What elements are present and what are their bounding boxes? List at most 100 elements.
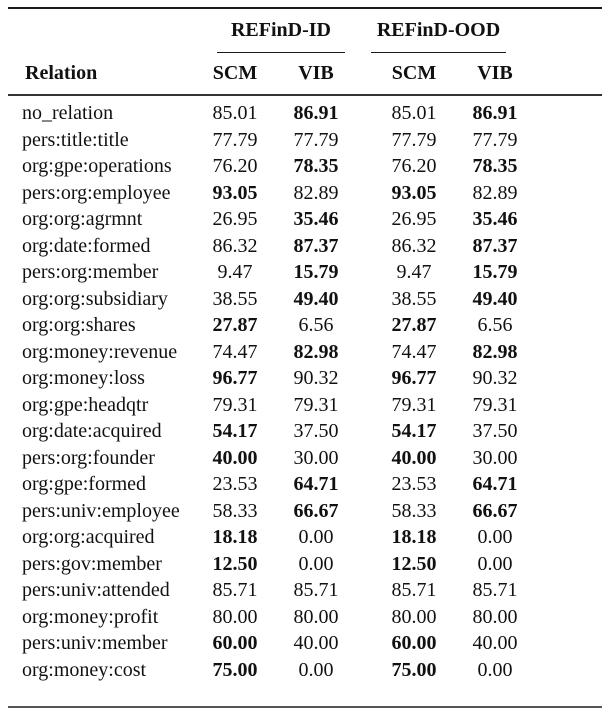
- value-cell-ood-vib: 77.79: [472, 128, 518, 151]
- relation-cell: org:gpe:formed: [22, 473, 147, 495]
- value-cell-ood-scm: 54.17: [391, 420, 437, 442]
- value-cell-ood-vib: 0.00: [477, 526, 513, 548]
- value-cell-ood-vib: 6.56: [477, 314, 513, 336]
- value-cell-ood-vib: 80.00: [472, 605, 518, 628]
- value-cell-ood-scm: 9.47: [396, 261, 432, 283]
- value-cell-ood-scm: 77.79: [391, 128, 437, 151]
- relation-cell: pers:univ:employee: [22, 499, 180, 522]
- value-cell-ood-scm: 76.20: [391, 155, 437, 177]
- value-cell-ood-scm: 40.00: [391, 446, 437, 469]
- value-cell-id-vib: 79.31: [293, 393, 339, 416]
- value-cell-ood-scm: 26.95: [391, 208, 437, 230]
- relation-cell: org:org:agrmnt: [22, 208, 143, 230]
- table-row: org:money:cost 75.00 0.00 75.00 0.00: [0, 657, 608, 684]
- value-cell-id-scm: 93.05: [212, 181, 258, 204]
- header-rule: [8, 94, 602, 96]
- relation-cell: org:money:profit: [22, 605, 159, 628]
- relation-cell: pers:org:employee: [22, 181, 171, 204]
- group-header-refind-ood: REFinD-OOD: [376, 19, 501, 41]
- relation-cell: org:date:formed: [22, 234, 151, 257]
- table-row: org:money:revenue 74.47 82.98 74.47 82.98: [0, 339, 608, 366]
- value-cell-ood-vib: 49.40: [472, 287, 518, 310]
- value-cell-ood-vib: 40.00: [472, 632, 518, 654]
- table-row: org:gpe:operations 76.20 78.35 76.20 78.35: [0, 153, 608, 180]
- table-row: pers:org:member 9.47 15.79 9.47 15.79: [0, 259, 608, 286]
- relation-cell: org:money:revenue: [22, 340, 178, 363]
- value-cell-ood-scm: 23.53: [391, 473, 437, 495]
- value-cell-ood-vib: 64.71: [472, 473, 518, 495]
- value-cell-ood-scm: 85.71: [391, 579, 437, 601]
- value-cell-id-vib: 78.35: [293, 155, 339, 177]
- value-cell-ood-scm: 18.18: [391, 526, 437, 548]
- value-cell-ood-scm: 96.77: [391, 367, 437, 389]
- value-cell-id-vib: 6.56: [298, 314, 334, 336]
- table-row: org:org:agrmnt 26.95 35.46 26.95 35.46: [0, 206, 608, 233]
- bottom-rule: [8, 706, 602, 708]
- table-row: pers:org:employee 93.05 82.89 93.05 82.89: [0, 180, 608, 207]
- table-row: org:gpe:headqtr 79.31 79.31 79.31 79.31: [0, 392, 608, 419]
- value-cell-id-vib: 0.00: [298, 658, 334, 681]
- table-row: pers:univ:attended 85.71 85.71 85.71 85.71: [0, 577, 608, 604]
- value-cell-id-vib: 15.79: [293, 261, 339, 283]
- relation-cell: pers:univ:attended: [22, 579, 170, 601]
- top-rule: [8, 7, 602, 9]
- value-cell-ood-scm: 27.87: [391, 314, 437, 336]
- value-cell-id-vib: 90.32: [293, 367, 339, 389]
- value-cell-id-scm: 76.20: [212, 155, 258, 177]
- value-cell-id-scm: 60.00: [212, 632, 258, 654]
- value-cell-id-scm: 77.79: [212, 128, 258, 151]
- value-cell-id-vib: 87.37: [293, 234, 339, 257]
- value-cell-ood-vib: 30.00: [472, 446, 518, 469]
- column-header-relation: Relation: [25, 62, 98, 84]
- value-cell-id-vib: 49.40: [293, 287, 339, 310]
- value-cell-ood-vib: 82.89: [472, 181, 518, 204]
- value-cell-id-scm: 85.71: [212, 579, 258, 601]
- relation-cell: no_relation: [22, 102, 114, 124]
- relation-cell: pers:univ:member: [22, 632, 168, 654]
- table-row: pers:gov:member 12.50 0.00 12.50 0.00: [0, 551, 608, 578]
- value-cell-id-scm: 96.77: [212, 367, 258, 389]
- relation-cell: org:money:cost: [22, 658, 147, 681]
- value-cell-id-scm: 38.55: [212, 287, 258, 310]
- value-cell-id-vib: 66.67: [293, 499, 339, 522]
- table-row: pers:title:title 77.79 77.79 77.79 77.79: [0, 127, 608, 154]
- value-cell-ood-scm: 93.05: [391, 181, 437, 204]
- value-cell-id-vib: 82.98: [293, 340, 339, 363]
- value-cell-ood-vib: 0.00: [477, 552, 513, 575]
- value-cell-id-vib: 85.71: [293, 579, 339, 601]
- value-cell-ood-scm: 38.55: [391, 287, 437, 310]
- value-cell-id-vib: 0.00: [298, 552, 334, 575]
- value-cell-ood-vib: 15.79: [472, 261, 518, 283]
- table-row: org:gpe:formed 23.53 64.71 23.53 64.71: [0, 471, 608, 498]
- value-cell-ood-vib: 37.50: [472, 420, 518, 442]
- table-row: org:org:subsidiary 38.55 49.40 38.55 49.40: [0, 286, 608, 313]
- value-cell-ood-vib: 86.91: [472, 102, 518, 124]
- value-cell-id-scm: 40.00: [212, 446, 258, 469]
- column-header-id-scm: SCM: [212, 62, 258, 84]
- value-cell-id-scm: 23.53: [212, 473, 258, 495]
- table-row: org:money:profit 80.00 80.00 80.00 80.00: [0, 604, 608, 631]
- group-header-refind-id: REFinD-ID: [230, 19, 331, 41]
- relation-cell: org:org:subsidiary: [22, 287, 168, 310]
- value-cell-id-vib: 40.00: [293, 632, 339, 654]
- value-cell-ood-scm: 80.00: [391, 605, 437, 628]
- table-body: no_relation 85.01 86.91 85.01 86.91 pers:titl…: [0, 100, 608, 683]
- relation-cell: org:org:acquired: [22, 526, 155, 548]
- column-header-ood-vib: VIB: [477, 62, 513, 84]
- value-cell-id-vib: 82.89: [293, 181, 339, 204]
- table-row: org:org:shares 27.87 6.56 27.87 6.56: [0, 312, 608, 339]
- value-cell-id-scm: 86.32: [212, 234, 258, 257]
- value-cell-id-vib: 80.00: [293, 605, 339, 628]
- relation-cell: org:gpe:operations: [22, 155, 172, 177]
- value-cell-id-scm: 9.47: [217, 261, 253, 283]
- value-cell-ood-vib: 66.67: [472, 499, 518, 522]
- table-row: org:org:acquired 18.18 0.00 18.18 0.00: [0, 524, 608, 551]
- value-cell-id-scm: 75.00: [212, 658, 258, 681]
- value-cell-ood-scm: 85.01: [391, 102, 437, 124]
- value-cell-ood-scm: 86.32: [391, 234, 437, 257]
- table-row: pers:univ:employee 58.33 66.67 58.33 66.67: [0, 498, 608, 525]
- value-cell-id-scm: 12.50: [212, 552, 258, 575]
- value-cell-id-vib: 37.50: [293, 420, 339, 442]
- cmidrule-refind-ood: [371, 52, 506, 53]
- column-header-ood-scm: SCM: [391, 62, 437, 84]
